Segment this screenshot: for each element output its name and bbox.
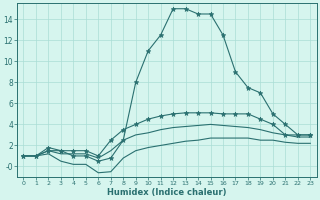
X-axis label: Humidex (Indice chaleur): Humidex (Indice chaleur) <box>107 188 227 197</box>
